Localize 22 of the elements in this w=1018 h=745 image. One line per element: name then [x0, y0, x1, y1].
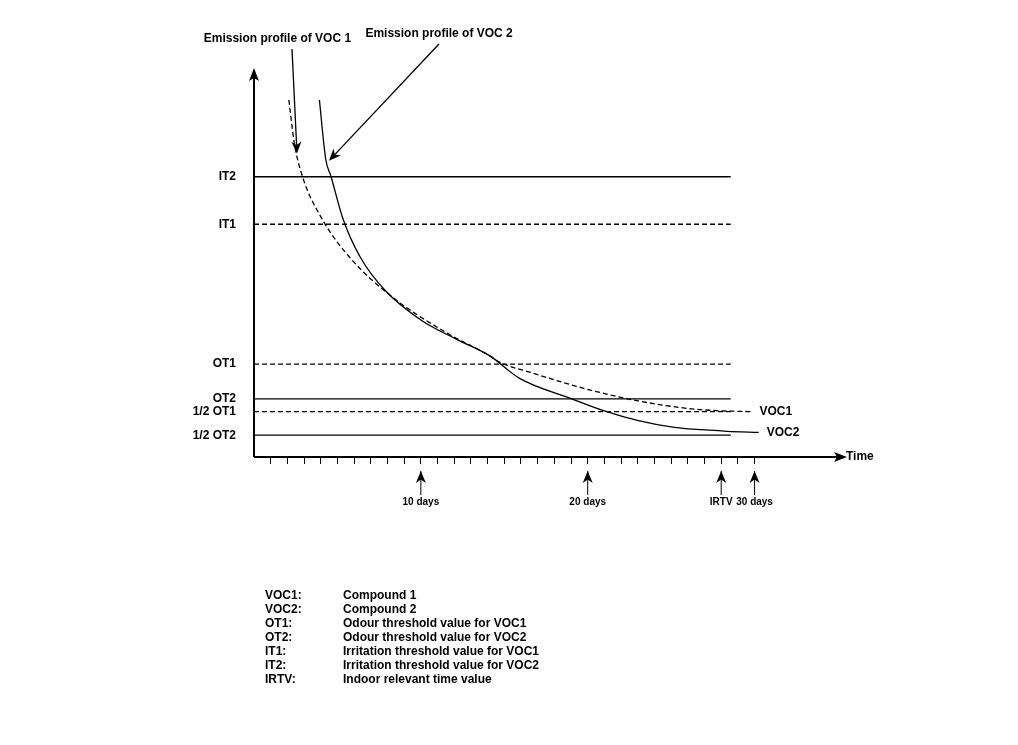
ref-line-label: OT2	[212, 391, 237, 406]
x-tick-label: 10 days	[402, 495, 440, 507]
series-label: VOC1	[759, 403, 793, 418]
x-axis-title: Time	[846, 449, 875, 464]
x-tick-label: 20 days	[569, 495, 607, 507]
ref-line-label: IT1	[218, 216, 237, 231]
annotation: Emission profile of VOC 2	[365, 26, 514, 41]
text: IRTV: Indoor relevant time value	[265, 672, 492, 686]
ref-line-label: 1/2 OT1	[192, 403, 237, 418]
text: VOC1: Compound 1	[265, 588, 417, 602]
ref-line-label: IT2	[218, 169, 237, 184]
text: IT2: Irritation threshold value for VOC2	[265, 658, 540, 672]
text: OT2: Odour threshold value for VOC2	[265, 630, 527, 644]
x-tick-label: IRTV	[709, 495, 733, 507]
annotation: Emission profile of VOC 1	[203, 31, 352, 46]
x-tick-label: 30 days	[736, 495, 774, 507]
text: OT1: Odour threshold value for VOC1	[265, 616, 527, 630]
ref-line-label: OT1	[212, 356, 237, 371]
ref-line-label: 1/2 OT2	[192, 427, 237, 442]
text: IT1: Irritation threshold value for VOC1	[265, 644, 540, 658]
series-label: VOC2	[766, 424, 800, 439]
text: VOC2: Compound 2	[265, 602, 417, 616]
